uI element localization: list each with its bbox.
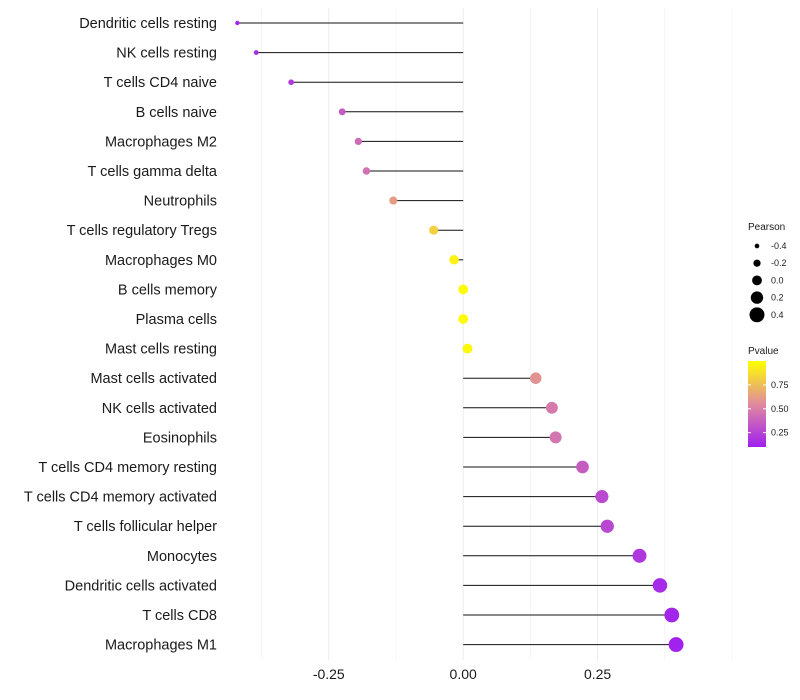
size-legend-items: -0.4 -0.2 0.0 0.2 0.4 xyxy=(749,241,787,323)
data-point xyxy=(668,637,684,653)
category-label: Dendritic cells activated xyxy=(65,578,217,594)
x-axis-tick-labels: -0.25 0.00 0.25 xyxy=(313,666,612,682)
size-legend-label: 0.0 xyxy=(771,275,784,285)
data-point xyxy=(595,490,609,504)
data-point xyxy=(664,607,680,623)
category-label: T cells CD4 memory activated xyxy=(24,490,217,506)
size-legend-dot xyxy=(754,243,760,249)
data-point xyxy=(652,578,668,593)
size-legend-dot xyxy=(753,259,761,267)
size-legend-label: 0.2 xyxy=(771,293,784,303)
data-point xyxy=(549,431,562,444)
x-tick-label: 0.25 xyxy=(584,666,611,682)
category-label: Monocytes xyxy=(147,549,217,565)
data-point xyxy=(338,108,346,116)
category-label: Eosinophils xyxy=(143,430,217,446)
color-legend-title: Pvalue xyxy=(748,346,779,357)
data-point xyxy=(362,167,371,175)
lollipop-dots xyxy=(235,20,684,653)
data-point xyxy=(429,225,439,235)
category-label: T cells CD4 memory resting xyxy=(38,460,217,476)
colorbar-tick-label: 0.25 xyxy=(771,428,789,438)
size-legend-label: -0.4 xyxy=(771,241,787,251)
legend: Pearson -0.4 -0.2 0.0 0.2 0.4 Pvalue 0.75 0.5… xyxy=(748,222,789,447)
category-labels: Dendritic cells resting NK cells resting T… xyxy=(24,16,218,654)
category-label: NK cells resting xyxy=(116,46,217,62)
data-point xyxy=(529,372,542,384)
colorbar-tick-label: 0.75 xyxy=(771,380,789,390)
data-point xyxy=(545,401,558,414)
data-point xyxy=(449,255,459,265)
size-legend-title: Pearson xyxy=(748,222,785,233)
data-point xyxy=(600,519,614,533)
pvalue-colorbar xyxy=(748,361,766,447)
data-point xyxy=(458,284,469,295)
category-label: T cells gamma delta xyxy=(88,164,218,180)
data-point xyxy=(632,548,647,563)
size-legend-label: 0.4 xyxy=(771,310,784,320)
x-tick-label: -0.25 xyxy=(313,666,345,682)
category-label: Dendritic cells resting xyxy=(79,16,217,32)
data-point xyxy=(253,50,259,56)
category-label: Neutrophils xyxy=(144,194,217,210)
size-legend-dot xyxy=(750,291,764,304)
data-point xyxy=(354,137,362,146)
category-label: Macrophages M2 xyxy=(105,134,217,150)
grid-lines xyxy=(261,8,733,660)
category-label: T cells CD8 xyxy=(142,608,217,624)
category-label: NK cells activated xyxy=(102,401,217,417)
data-point xyxy=(458,314,469,324)
size-legend-dot xyxy=(749,307,765,323)
colorbar-tick-label: 0.50 xyxy=(771,404,789,414)
data-point xyxy=(288,79,294,86)
size-legend-dot xyxy=(752,275,762,286)
category-label: Macrophages M1 xyxy=(105,638,217,654)
category-label: T cells CD4 naive xyxy=(104,75,217,91)
lollipop-stems xyxy=(237,22,677,646)
colorbar-tick-labels: 0.75 0.50 0.25 xyxy=(748,380,789,438)
category-label: T cells follicular helper xyxy=(74,519,217,535)
category-label: B cells memory xyxy=(118,282,218,298)
category-label: Macrophages M0 xyxy=(105,253,217,269)
data-point xyxy=(389,196,398,205)
category-label: Plasma cells xyxy=(136,312,217,328)
category-label: Mast cells activated xyxy=(90,371,217,387)
data-point xyxy=(235,20,240,26)
size-legend-label: -0.2 xyxy=(771,258,787,268)
category-label: Mast cells resting xyxy=(105,342,217,358)
category-label: T cells regulatory Tregs xyxy=(67,223,217,239)
x-tick-label: 0.00 xyxy=(450,666,477,682)
data-point xyxy=(462,343,473,354)
category-label: B cells naive xyxy=(136,105,217,121)
data-point xyxy=(576,460,589,474)
